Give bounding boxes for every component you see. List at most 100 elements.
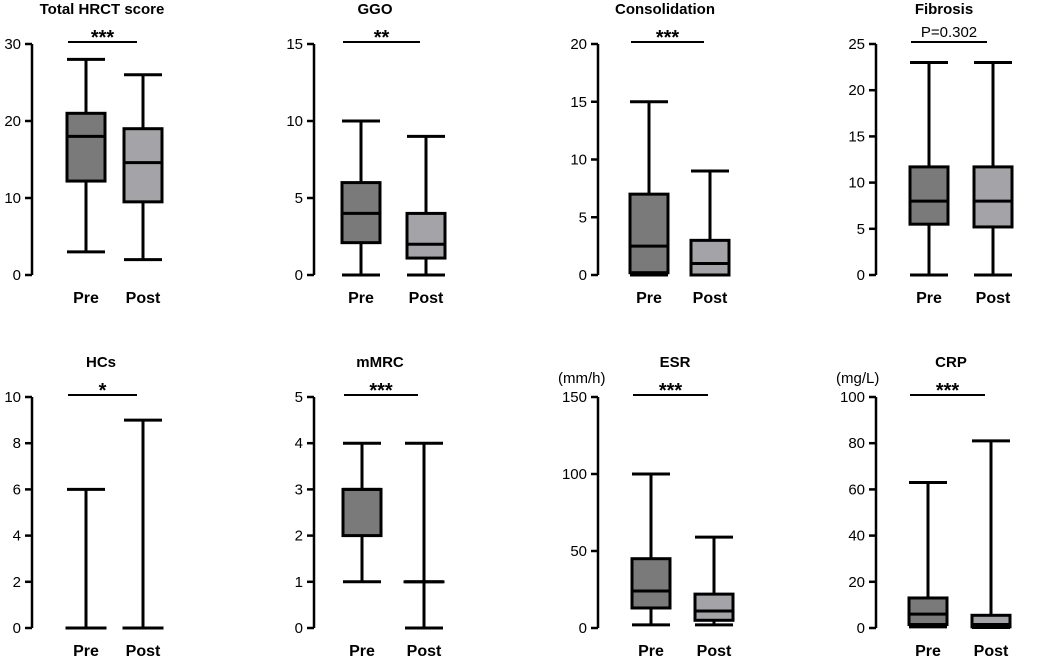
chart-panel-7: ESR (mm/h) 0 50 100 150 Pre Post ***	[558, 354, 735, 658]
significance-label: *	[99, 380, 107, 402]
y-tick-label: 4	[295, 435, 303, 452]
chart-title: Total HRCT score	[40, 1, 165, 18]
box-iqr	[65, 111, 107, 183]
y-tick-label: 5	[579, 209, 587, 226]
box-iqr	[341, 487, 383, 538]
box-pre	[341, 441, 383, 584]
y-tick-label: 5	[857, 221, 865, 238]
box-pre	[908, 60, 950, 277]
chart-panel-1: Total HRCT score 0 10 20 30 Pre Post ***	[4, 1, 164, 307]
x-category-label: Post	[693, 290, 728, 307]
significance-label: **	[374, 27, 390, 49]
box-pre	[630, 472, 672, 627]
box-iqr	[689, 238, 731, 277]
box-post	[122, 73, 164, 262]
x-category-label: Pre	[916, 290, 942, 307]
y-tick-label: 100	[562, 466, 587, 483]
x-category-label: Post	[126, 643, 161, 658]
y-tick-label: 0	[857, 620, 865, 637]
y-tick-label: 3	[295, 481, 303, 498]
chart-title: GGO	[357, 1, 392, 18]
y-tick-label: 5	[295, 190, 303, 207]
box-iqr	[628, 192, 670, 275]
x-category-label: Pre	[348, 290, 374, 307]
chart-panel-4: Fibrosis 0 5 10 15 20 25 Pre Post P=0.302	[848, 1, 1014, 307]
y-tick-label: 150	[562, 389, 587, 406]
y-tick-label: 6	[13, 481, 21, 498]
significance-label: ***	[369, 380, 393, 402]
box-iqr	[908, 165, 950, 226]
y-tick-label: 0	[295, 267, 303, 284]
box-post	[403, 441, 445, 630]
x-category-label: Pre	[915, 643, 941, 658]
chart-title: mMRC	[356, 354, 404, 371]
chart-panel-6: mMRC 0 1 2 3 4 5 Pre Post ***	[295, 354, 445, 658]
y-tick-label: 10	[4, 190, 21, 207]
x-category-label: Post	[974, 643, 1009, 658]
chart-panel-5: HCs 0 2 4 6 8 10 Pre Post *	[4, 354, 164, 658]
box-post	[689, 169, 731, 277]
x-category-label: Post	[126, 290, 161, 307]
x-category-label: Pre	[638, 643, 664, 658]
y-tick-label: 15	[570, 94, 587, 111]
y-tick-label: 30	[4, 36, 21, 53]
y-tick-label: 0	[579, 267, 587, 284]
y-tick-label: 1	[295, 574, 303, 591]
y-tick-label: 0	[579, 620, 587, 637]
box-iqr	[405, 211, 447, 260]
box-pre	[340, 119, 382, 277]
y-tick-label: 0	[295, 620, 303, 637]
significance-label: ***	[656, 27, 680, 49]
y-tick-label: 15	[286, 36, 303, 53]
y-tick-label: 20	[848, 82, 865, 99]
y-tick-label: 0	[13, 620, 21, 637]
chart-title: CRP	[935, 354, 967, 371]
box-post	[970, 439, 1012, 630]
box-iqr	[972, 165, 1014, 229]
chart-panel-8: CRP (mg/L) 0 20 40 60 80 100 Pre Post ***	[836, 354, 1012, 658]
box-iqr	[122, 127, 164, 204]
y-tick-label: 10	[4, 389, 21, 406]
y-tick-label: 5	[295, 389, 303, 406]
box-pre	[628, 100, 670, 277]
box-iqr	[630, 557, 672, 610]
box-pre	[907, 480, 949, 629]
y-tick-label: 4	[13, 528, 21, 545]
chart-panel-2: GGO 0 5 10 15 Pre Post **	[286, 1, 447, 307]
box-post	[122, 418, 164, 630]
chart-title: Fibrosis	[915, 1, 973, 18]
significance-label: P=0.302	[921, 24, 977, 41]
box-pre	[65, 57, 107, 254]
y-tick-label: 25	[848, 36, 865, 53]
x-category-label: Post	[407, 643, 442, 658]
box-post	[693, 535, 735, 627]
significance-label: ***	[659, 380, 683, 402]
box-iqr	[693, 592, 735, 622]
x-category-label: Pre	[349, 643, 375, 658]
y-tick-label: 8	[13, 435, 21, 452]
x-category-label: Pre	[73, 643, 99, 658]
chart-title: ESR	[660, 354, 691, 371]
y-tick-label: 2	[295, 528, 303, 545]
significance-label: ***	[91, 27, 115, 49]
x-category-label: Pre	[73, 290, 99, 307]
box-iqr	[907, 596, 949, 627]
y-tick-label: 10	[848, 175, 865, 192]
y-tick-label: 10	[570, 152, 587, 169]
y-tick-label: 2	[13, 574, 21, 591]
box-post	[972, 60, 1014, 277]
chart-title: HCs	[86, 354, 116, 371]
box-pre	[65, 487, 107, 630]
y-tick-label: 10	[286, 113, 303, 130]
y-tick-label: 100	[840, 389, 865, 406]
y-tick-label: 20	[4, 113, 21, 130]
y-tick-label: 0	[857, 267, 865, 284]
y-tick-label: 20	[570, 36, 587, 53]
x-category-label: Post	[409, 290, 444, 307]
y-tick-label: 40	[848, 528, 865, 545]
chart-panel-3: Consolidation 0 5 10 15 20 Pre Post ***	[570, 1, 731, 307]
y-tick-label: 50	[570, 543, 587, 560]
x-category-label: Post	[697, 643, 732, 658]
y-unit-label: (mg/L)	[836, 370, 879, 387]
